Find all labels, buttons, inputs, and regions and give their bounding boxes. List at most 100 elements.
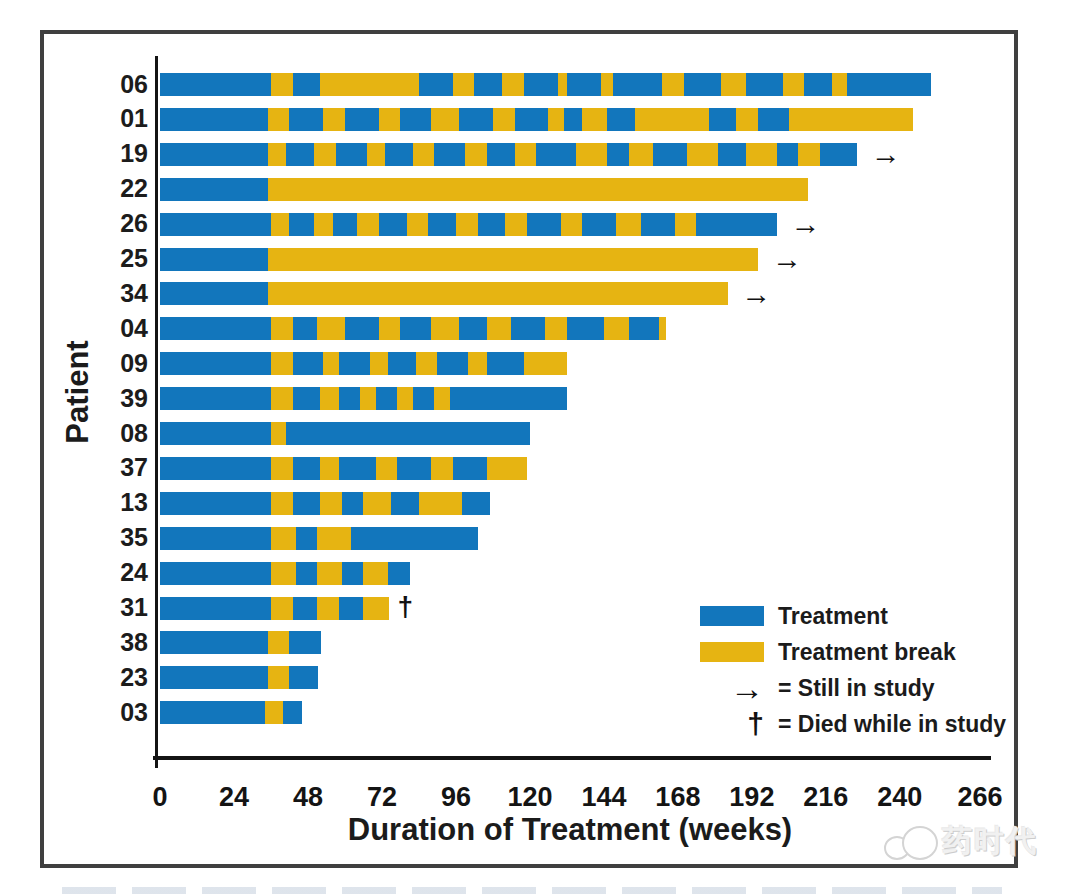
treatment-segment: [160, 73, 271, 96]
treatment-break-segment: [604, 317, 629, 340]
treatment-segment: [804, 73, 832, 96]
treatment-segment: [293, 352, 324, 375]
treatment-break-segment: [468, 352, 487, 375]
treatment-break-segment: [268, 178, 808, 201]
treatment-swatch-icon: [700, 606, 764, 626]
treatment-break-segment: [397, 387, 413, 410]
treatment-segment: [653, 143, 687, 166]
treatment-break-segment: [268, 282, 728, 305]
treatment-segment: [564, 108, 583, 131]
treatment-break-segment: [271, 213, 290, 236]
treatment-segment: [160, 597, 271, 620]
treatment-segment: [160, 387, 271, 410]
treatment-break-segment: [268, 248, 759, 271]
treatment-break-segment: [548, 108, 564, 131]
x-tick-label: 96: [421, 782, 491, 813]
treatment-segment: [400, 108, 431, 131]
dagger-icon: †: [747, 709, 764, 739]
patient-label: 34: [40, 279, 148, 308]
treatment-break-segment: [271, 422, 287, 445]
x-tick-label: 72: [347, 782, 417, 813]
treatment-break-segment: [320, 73, 419, 96]
treatment-segment: [160, 282, 268, 305]
treatment-segment: [160, 317, 271, 340]
treatment-segment: [478, 213, 506, 236]
x-tick-label: 0: [125, 782, 195, 813]
treatment-break-segment: [601, 73, 614, 96]
patient-label: 03: [40, 698, 148, 727]
legend: Treatment Treatment break → = Still in s…: [660, 598, 1020, 742]
treatment-segment: [567, 317, 604, 340]
treatment-break-segment: [271, 492, 293, 515]
figure-canvas: Patient 060119→2226→25→34→04093908371335…: [0, 0, 1068, 894]
treatment-break-swatch-icon: [700, 642, 764, 662]
treatment-segment: [413, 387, 435, 410]
treatment-break-segment: [320, 492, 342, 515]
treatment-segment: [160, 178, 268, 201]
treatment-segment: [527, 213, 561, 236]
treatment-break-segment: [487, 317, 512, 340]
patient-label: 24: [40, 558, 148, 587]
treatment-break-segment: [561, 213, 583, 236]
treatment-segment: [453, 457, 487, 480]
x-tick-label: 24: [199, 782, 269, 813]
treatment-segment: [613, 73, 663, 96]
treatment-segment: [339, 352, 370, 375]
watermark-logo-icon: [884, 818, 938, 864]
legend-item-treatment: Treatment: [660, 598, 1020, 634]
still-in-study-arrow-icon: →: [741, 278, 771, 310]
treatment-break-segment: [317, 317, 345, 340]
treatment-segment: [567, 73, 601, 96]
arrow-icon: →: [730, 673, 764, 703]
patient-label: 25: [40, 244, 148, 273]
treatment-segment: [582, 213, 616, 236]
treatment-segment: [345, 108, 379, 131]
treatment-segment: [160, 213, 271, 236]
treatment-segment: [293, 492, 321, 515]
treatment-break-segment: [268, 143, 287, 166]
treatment-break-segment: [558, 73, 568, 96]
treatment-break-segment: [662, 73, 684, 96]
legend-item-treatment-break: Treatment break: [660, 634, 1020, 670]
y-axis-line: [155, 56, 158, 768]
x-tick-label: 144: [569, 782, 639, 813]
treatment-break-segment: [721, 73, 746, 96]
patient-label: 22: [40, 174, 148, 203]
treatment-segment: [160, 492, 271, 515]
treatment-segment: [296, 527, 318, 550]
treatment-segment: [289, 666, 317, 689]
treatment-segment: [709, 108, 737, 131]
treatment-segment: [388, 352, 416, 375]
treatment-segment: [160, 248, 268, 271]
treatment-segment: [450, 387, 568, 410]
treatment-segment: [339, 457, 376, 480]
treatment-break-segment: [376, 457, 398, 480]
treatment-segment: [820, 143, 857, 166]
treatment-break-segment: [576, 143, 607, 166]
treatment-break-segment: [268, 666, 290, 689]
treatment-break-segment: [363, 597, 388, 620]
treatment-segment: [160, 457, 271, 480]
treatment-break-segment: [367, 143, 386, 166]
treatment-break-segment: [416, 352, 438, 375]
x-tick-label: 192: [717, 782, 787, 813]
treatment-break-segment: [502, 73, 524, 96]
treatment-segment: [342, 492, 364, 515]
treatment-break-segment: [524, 352, 568, 375]
treatment-break-segment: [271, 597, 293, 620]
treatment-break-segment: [271, 317, 293, 340]
treatment-break-segment: [616, 213, 641, 236]
treatment-segment: [293, 387, 321, 410]
treatment-break-segment: [419, 492, 463, 515]
patient-label: 31: [40, 593, 148, 622]
patient-label: 19: [40, 139, 148, 168]
treatment-segment: [536, 143, 576, 166]
legend-label: Treatment: [778, 603, 888, 630]
treatment-break-segment: [360, 387, 376, 410]
treatment-break-segment: [317, 527, 351, 550]
treatment-segment: [388, 562, 410, 585]
treatment-break-segment: [545, 317, 567, 340]
treatment-break-segment: [629, 143, 654, 166]
patient-label: 23: [40, 663, 148, 692]
treatment-break-segment: [746, 143, 777, 166]
